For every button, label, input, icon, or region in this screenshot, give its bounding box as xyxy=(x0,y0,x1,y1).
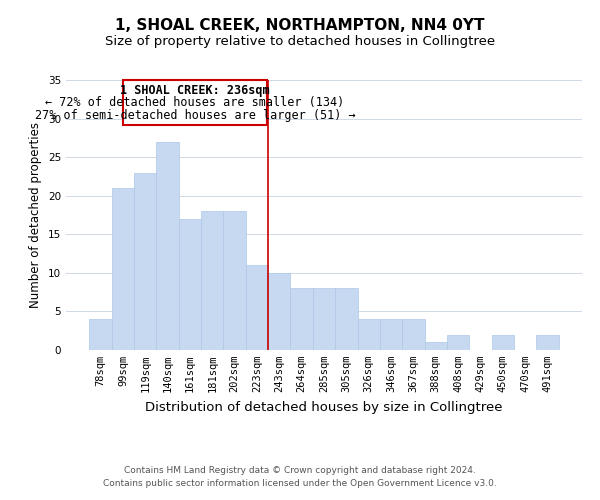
Text: Size of property relative to detached houses in Collingtree: Size of property relative to detached ho… xyxy=(105,35,495,48)
Text: Contains HM Land Registry data © Crown copyright and database right 2024.
Contai: Contains HM Land Registry data © Crown c… xyxy=(103,466,497,487)
Y-axis label: Number of detached properties: Number of detached properties xyxy=(29,122,43,308)
FancyBboxPatch shape xyxy=(123,80,267,124)
Bar xyxy=(290,288,313,350)
Bar xyxy=(157,142,179,350)
Bar xyxy=(246,265,268,350)
Text: ← 72% of detached houses are smaller (134): ← 72% of detached houses are smaller (13… xyxy=(46,96,344,109)
Bar xyxy=(536,334,559,350)
Bar xyxy=(268,273,290,350)
Bar xyxy=(112,188,134,350)
Bar xyxy=(447,334,469,350)
Bar xyxy=(201,211,223,350)
Text: 1 SHOAL CREEK: 236sqm: 1 SHOAL CREEK: 236sqm xyxy=(120,84,270,96)
Bar xyxy=(134,172,157,350)
Bar xyxy=(179,219,201,350)
Text: 27% of semi-detached houses are larger (51) →: 27% of semi-detached houses are larger (… xyxy=(35,109,355,122)
Bar xyxy=(402,319,425,350)
Bar xyxy=(380,319,402,350)
Bar xyxy=(223,211,246,350)
Text: 1, SHOAL CREEK, NORTHAMPTON, NN4 0YT: 1, SHOAL CREEK, NORTHAMPTON, NN4 0YT xyxy=(115,18,485,32)
Bar xyxy=(89,319,112,350)
Bar xyxy=(313,288,335,350)
Bar xyxy=(425,342,447,350)
X-axis label: Distribution of detached houses by size in Collingtree: Distribution of detached houses by size … xyxy=(145,400,503,413)
Bar xyxy=(358,319,380,350)
Bar xyxy=(335,288,358,350)
Bar xyxy=(491,334,514,350)
